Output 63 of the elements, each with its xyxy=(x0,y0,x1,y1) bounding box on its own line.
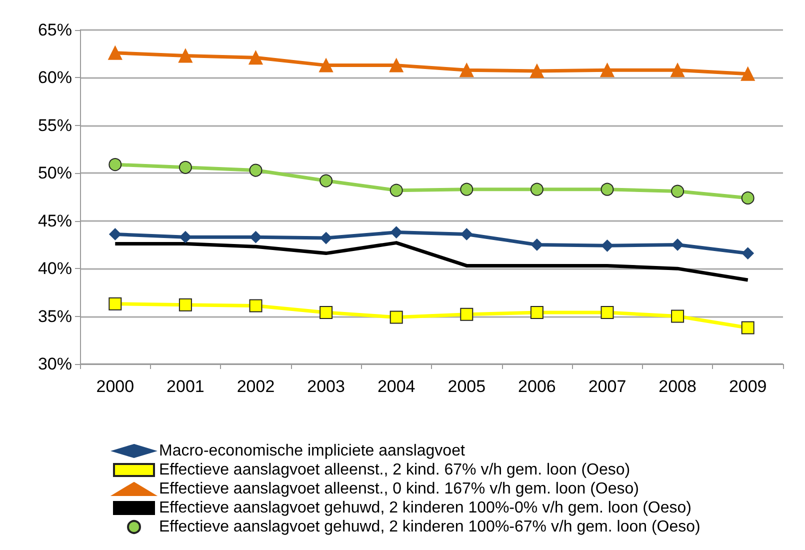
point xyxy=(530,182,544,196)
point xyxy=(178,298,192,312)
point xyxy=(390,184,403,197)
point xyxy=(389,58,404,72)
y-tick-label: 40% xyxy=(38,259,72,278)
point xyxy=(249,299,262,312)
point xyxy=(320,306,333,319)
point xyxy=(740,66,755,81)
point xyxy=(178,48,192,63)
y-tick-label: 35% xyxy=(38,306,72,326)
point xyxy=(670,63,685,78)
y-tick-label: 45% xyxy=(38,211,72,230)
point xyxy=(249,164,262,177)
point xyxy=(250,231,262,244)
point xyxy=(320,174,333,188)
point xyxy=(741,191,754,204)
x-tick-label: 2000 xyxy=(96,377,134,396)
y-tick-label: 65% xyxy=(38,20,72,40)
point xyxy=(600,63,614,78)
point xyxy=(108,158,122,172)
x-tick-label: 2009 xyxy=(728,377,767,396)
point xyxy=(460,182,474,196)
point xyxy=(179,231,192,244)
legend-label: Effectieve aanslagvoet gehuwd, 2 kinderen 100%-0% v/h gem. loon (Oeso) xyxy=(159,500,692,516)
x-tick-label: 2005 xyxy=(448,377,486,396)
x-tick-label: 2007 xyxy=(588,377,626,396)
legend-label: Effectieve aanslagvoet alleenst., 0 kind. 167% v/h gem. loon (Oeso) xyxy=(159,480,639,498)
point xyxy=(320,232,332,244)
point xyxy=(248,50,263,65)
x-tick-label: 2004 xyxy=(377,377,416,396)
point xyxy=(109,228,122,240)
legend-label: Effectieve aanslagvoet gehuwd, 2 kinderen 100%-67% v/h gem. loon (Oeso) xyxy=(159,518,700,536)
point xyxy=(530,238,543,251)
legend-label: Macro-economische impliciete aanslagvoet xyxy=(159,442,466,460)
point xyxy=(530,64,544,78)
x-tick-label: 2002 xyxy=(236,377,275,396)
point xyxy=(741,321,754,334)
point xyxy=(600,182,614,196)
point xyxy=(108,46,122,60)
legend-label: Effectieve aanslagvoet alleenst., 2 kind. 67% v/h gem. loon (Oeso) xyxy=(159,462,630,478)
point xyxy=(742,247,754,260)
point xyxy=(601,240,614,252)
x-tick-label: 2003 xyxy=(307,377,345,396)
y-tick-label: 50% xyxy=(38,164,72,183)
point xyxy=(671,310,684,323)
point xyxy=(390,310,403,324)
y-tick-label: 55% xyxy=(38,116,72,135)
x-tick-label: 2006 xyxy=(518,377,556,396)
y-tick-label: 30% xyxy=(38,354,72,374)
x-tick-label: 2008 xyxy=(658,377,696,396)
point xyxy=(108,297,122,310)
x-tick-label: 2001 xyxy=(166,377,204,396)
point xyxy=(178,160,192,174)
point xyxy=(600,306,614,319)
point xyxy=(671,184,684,198)
point xyxy=(530,306,544,319)
point xyxy=(672,238,684,251)
point xyxy=(460,63,474,78)
y-tick-label: 60% xyxy=(38,68,72,88)
point xyxy=(319,58,334,72)
point xyxy=(460,228,473,240)
point xyxy=(390,226,402,238)
point xyxy=(460,308,474,321)
